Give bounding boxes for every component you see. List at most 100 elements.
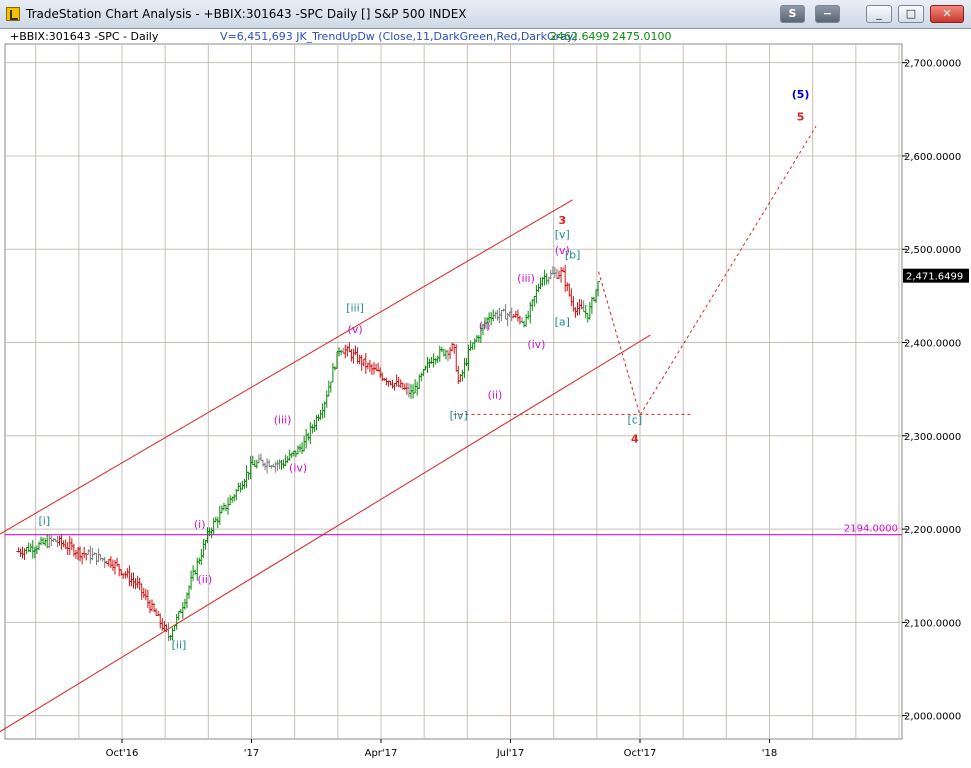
ohlc-bar — [565, 282, 570, 292]
ohlc-bar — [275, 459, 280, 471]
ohlc-bar — [538, 277, 543, 290]
ohlc-bar — [306, 432, 311, 441]
ohlc-bar — [402, 383, 407, 391]
ohlc-bar — [394, 374, 399, 387]
ohlc-bar — [322, 401, 327, 418]
ohlc-bar — [125, 568, 130, 578]
ohlc-bar — [326, 380, 331, 397]
x-tick-label: '17 — [244, 748, 259, 759]
ohlc-bar — [145, 589, 150, 609]
ohlc-bar — [468, 340, 473, 351]
window-title: TradeStation Chart Analysis - +BBIX:3016… — [26, 7, 467, 21]
ohlc-bar — [199, 548, 204, 565]
ohlc-bar — [357, 354, 362, 365]
ohlc-bar — [55, 536, 60, 548]
ohlc-bar — [503, 304, 508, 320]
wave-label: (iv) — [289, 461, 307, 474]
ohlc-bar — [499, 310, 504, 322]
ohlc-bar — [182, 598, 187, 610]
y-tick-label: 2,600.0000 — [904, 152, 961, 163]
symbol-label: +BBIX:301643 -SPC - Daily — [10, 30, 159, 43]
ohlc-bar — [308, 422, 313, 445]
ohlc-bar — [24, 546, 29, 555]
ohlc-bar — [454, 344, 459, 372]
ohlc-bar — [115, 557, 120, 567]
ohlc-bar — [94, 553, 99, 566]
ohlc-bar — [236, 482, 241, 492]
ohlc-bar — [108, 556, 113, 569]
ohlc-bar — [542, 269, 547, 286]
ohlc-bar — [361, 358, 366, 367]
ohlc-bar — [532, 295, 537, 307]
window-title-bar: TradeStation Chart Analysis - +BBIX:3016… — [0, 0, 971, 29]
wave-label: 3 — [558, 214, 566, 227]
wave-label: [v] — [555, 228, 570, 241]
ohlc-bar — [267, 459, 272, 468]
ohlc-bar — [363, 352, 368, 374]
ohlc-bar — [32, 546, 37, 559]
ohlc-bar — [594, 289, 599, 303]
ohlc-bar — [404, 382, 409, 395]
wave-projection-path[interactable] — [598, 125, 817, 417]
ohlc-bar — [369, 363, 374, 375]
ohlc-bar — [184, 592, 189, 609]
ohlc-bar — [526, 310, 531, 320]
ohlc-bar — [86, 549, 91, 555]
wave-label: (v) — [348, 323, 363, 336]
ohlc-bar — [82, 546, 87, 559]
ohlc-bar — [347, 342, 352, 353]
ohlc-bar — [36, 541, 41, 550]
channel-upper-line[interactable] — [0, 199, 573, 539]
price-chart[interactable]: 2,000.0000 2,100.0000 2,200.0000 2,300.0000… — [0, 29, 971, 768]
indicator-value-1: 2462.6499 — [550, 30, 610, 43]
ohlc-bar — [515, 309, 520, 322]
ohlc-bar — [147, 599, 152, 614]
y-tick-label: 2,000.0000 — [904, 712, 961, 723]
ohlc-bar — [349, 349, 354, 362]
ohlc-bar — [217, 505, 222, 525]
x-tick-label: Apr'17 — [365, 748, 398, 759]
ohlc-bar — [59, 535, 64, 550]
ohlc-bar — [343, 344, 348, 359]
collapse-minus-button[interactable]: − — [815, 5, 840, 23]
ohlc-bar — [139, 583, 144, 600]
ohlc-bar — [28, 543, 33, 553]
ohlc-bar — [254, 459, 259, 469]
chart-header: +BBIX:301643 -SPC - Daily V=6,451,693 JK… — [0, 29, 903, 44]
ohlc-bar — [30, 540, 35, 559]
maximize-button[interactable]: □ — [898, 5, 924, 23]
x-tick-label: Oct'17 — [624, 748, 657, 759]
ohlc-bar — [341, 347, 346, 354]
ohlc-bar — [189, 570, 194, 590]
ohlc-bar — [359, 354, 364, 371]
ohlc-bar — [493, 311, 498, 319]
channel-lower-line[interactable] — [0, 334, 651, 736]
ohlc-bar — [277, 459, 282, 470]
ohlc-bar — [530, 299, 535, 311]
ohlc-bar — [577, 298, 582, 315]
close-button[interactable]: ✕ — [930, 5, 964, 23]
ohlc-bar — [226, 497, 231, 515]
ohlc-bar — [431, 353, 436, 368]
plot-frame — [4, 43, 903, 740]
y-tick-label: 2,100.0000 — [904, 618, 961, 629]
style-s-button[interactable]: S — [780, 5, 805, 23]
ohlc-bar — [557, 270, 562, 280]
ohlc-bar — [39, 536, 44, 546]
ohlc-bar — [452, 343, 457, 354]
ohlc-bar — [281, 459, 286, 469]
ohlc-bar — [587, 302, 592, 320]
wave-label: (iii) — [517, 272, 535, 285]
ohlc-bar — [269, 465, 274, 469]
ohlc-bar — [273, 461, 278, 473]
ohlc-bar — [300, 442, 305, 454]
ohlc-bar — [448, 347, 453, 360]
ohlc-bar — [365, 362, 370, 370]
ohlc-bar — [411, 384, 416, 399]
ohlc-bar — [575, 302, 580, 316]
ohlc-bar — [67, 536, 72, 555]
ohlc-bar — [100, 558, 105, 562]
minimize-button[interactable]: _ — [866, 5, 892, 23]
ohlc-bar — [47, 534, 52, 549]
ohlc-bar — [378, 367, 383, 378]
